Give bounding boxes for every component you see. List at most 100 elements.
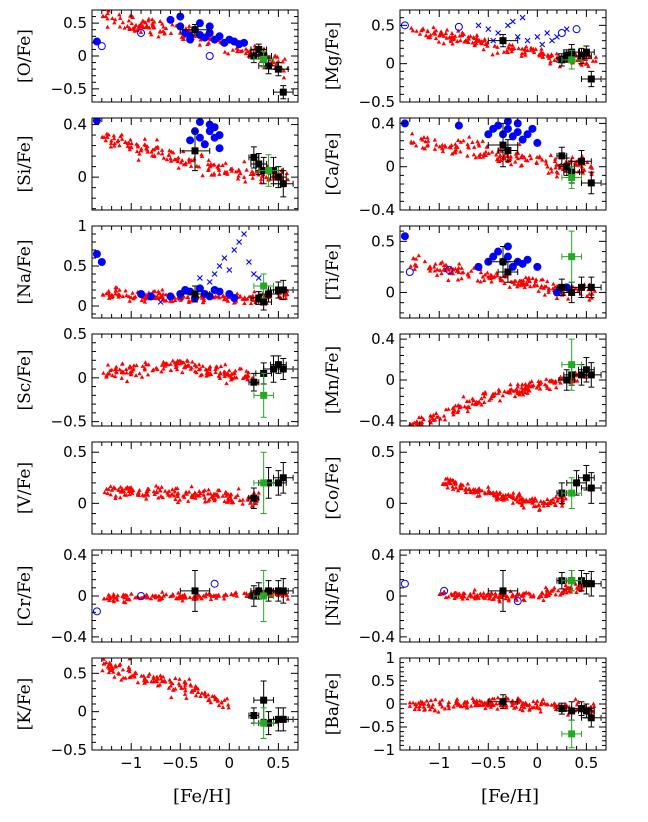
panel-ba: 1 0.5 0 −0.5 −1 [Ba/Fe] −1 −0.5 0 0.5 bbox=[323, 649, 607, 772]
red-triangle-point bbox=[166, 685, 172, 690]
red-triangle-point bbox=[522, 598, 527, 603]
black-square-point bbox=[587, 714, 595, 722]
red-triangle-point bbox=[221, 293, 226, 298]
red-triangle-point bbox=[481, 154, 486, 159]
red-triangle-point bbox=[481, 151, 487, 156]
black-square-point bbox=[499, 258, 507, 266]
red-triangle-point bbox=[585, 294, 590, 298]
red-triangle-point bbox=[169, 695, 174, 700]
red-triangle-point bbox=[482, 394, 487, 399]
red-triangle-point bbox=[466, 274, 472, 279]
red-triangle-point bbox=[443, 476, 449, 481]
red-triangle-point bbox=[458, 139, 463, 144]
red-triangle-point bbox=[432, 708, 437, 713]
red-triangle-point bbox=[244, 368, 249, 373]
red-triangle-point bbox=[495, 273, 500, 278]
red-triangle-point bbox=[226, 705, 231, 710]
panel-cr: 0.4 0 −0.4 [Cr/Fe] bbox=[15, 546, 299, 646]
y-tick-label: 0.5 bbox=[63, 325, 87, 343]
red-triangle-point bbox=[486, 596, 492, 601]
red-triangle-point bbox=[428, 698, 434, 703]
red-triangle-point bbox=[236, 486, 241, 491]
red-triangle-point bbox=[508, 162, 514, 167]
red-triangle-point bbox=[153, 483, 159, 488]
red-triangle-point bbox=[232, 370, 237, 375]
red-triangle-point bbox=[112, 141, 117, 146]
x-tick-label: 0 bbox=[533, 754, 543, 772]
red-triangle-point bbox=[528, 47, 534, 52]
red-triangle-point bbox=[189, 298, 194, 303]
plot-area bbox=[100, 658, 294, 739]
black-square-point bbox=[265, 290, 273, 298]
red-triangle-point bbox=[426, 702, 431, 706]
red-triangle-point bbox=[162, 31, 167, 36]
red-triangle-point bbox=[455, 488, 461, 493]
red-triangle-point bbox=[201, 593, 206, 598]
red-triangle-point bbox=[426, 266, 431, 271]
red-triangle-point bbox=[167, 298, 173, 303]
y-tick-label: 0 bbox=[77, 587, 87, 605]
red-triangle-point bbox=[177, 683, 182, 688]
red-triangle-point bbox=[534, 703, 540, 708]
y-axis-label: [Sc/Fe] bbox=[15, 349, 35, 410]
red-triangle-point bbox=[155, 296, 161, 300]
red-triangle-point bbox=[240, 501, 245, 506]
red-triangle-point bbox=[130, 290, 135, 295]
red-triangle-point bbox=[460, 596, 465, 601]
red-triangle-point bbox=[416, 253, 421, 258]
red-triangle-point bbox=[154, 137, 160, 142]
red-triangle-point bbox=[477, 702, 483, 707]
red-triangle-point bbox=[130, 490, 135, 495]
red-triangle-point bbox=[583, 61, 589, 66]
red-triangle-point bbox=[123, 139, 128, 144]
y-axis-label: [Ba/Fe] bbox=[323, 673, 343, 736]
red-triangle-point bbox=[546, 170, 551, 175]
black-square-point bbox=[499, 698, 507, 706]
red-triangle-point bbox=[432, 264, 437, 269]
red-triangle-point bbox=[205, 162, 211, 167]
red-triangle-point bbox=[463, 490, 469, 495]
red-triangle-point bbox=[492, 43, 498, 48]
red-triangle-point bbox=[479, 402, 484, 407]
blue-dot-point bbox=[494, 121, 503, 130]
red-triangle-point bbox=[113, 663, 118, 668]
red-triangle-point bbox=[173, 676, 178, 681]
blue-open-circle-point bbox=[137, 29, 146, 37]
red-triangle-point bbox=[547, 591, 553, 596]
red-triangle-point bbox=[497, 398, 503, 403]
red-triangle-point bbox=[432, 137, 438, 142]
red-triangle-point bbox=[439, 271, 444, 276]
red-triangle-point bbox=[189, 365, 194, 370]
blue-cross-point bbox=[241, 231, 247, 237]
red-triangle-point bbox=[573, 581, 578, 586]
red-triangle-point bbox=[107, 596, 112, 601]
red-triangle-point bbox=[233, 169, 239, 174]
red-triangle-point bbox=[175, 156, 180, 161]
red-triangle-point bbox=[520, 382, 525, 387]
red-triangle-point bbox=[168, 158, 174, 163]
red-triangle-point bbox=[591, 704, 597, 709]
red-triangle-point bbox=[203, 694, 208, 699]
red-triangle-point bbox=[175, 492, 180, 497]
red-triangle-point bbox=[553, 494, 558, 499]
red-triangle-point bbox=[186, 156, 192, 161]
red-triangle-point bbox=[457, 405, 463, 410]
red-triangle-point bbox=[430, 416, 435, 420]
red-triangle-point bbox=[187, 23, 192, 28]
red-triangle-point bbox=[419, 415, 424, 419]
red-triangle-point bbox=[284, 171, 290, 175]
red-triangle-point bbox=[536, 502, 542, 507]
red-triangle-point bbox=[242, 590, 247, 595]
red-triangle-point bbox=[473, 703, 478, 708]
red-triangle-point bbox=[516, 46, 521, 51]
red-triangle-point bbox=[548, 498, 554, 503]
red-triangle-point bbox=[113, 493, 119, 498]
x-tick-label: −0.5 bbox=[162, 754, 198, 772]
red-triangle-point bbox=[546, 287, 551, 292]
red-triangle-point bbox=[523, 384, 528, 389]
red-triangle-point bbox=[471, 152, 477, 157]
black-square-point bbox=[504, 268, 512, 276]
y-tick-label: 0.4 bbox=[63, 546, 87, 564]
red-triangle-point bbox=[116, 487, 121, 492]
black-square-point bbox=[260, 298, 268, 306]
